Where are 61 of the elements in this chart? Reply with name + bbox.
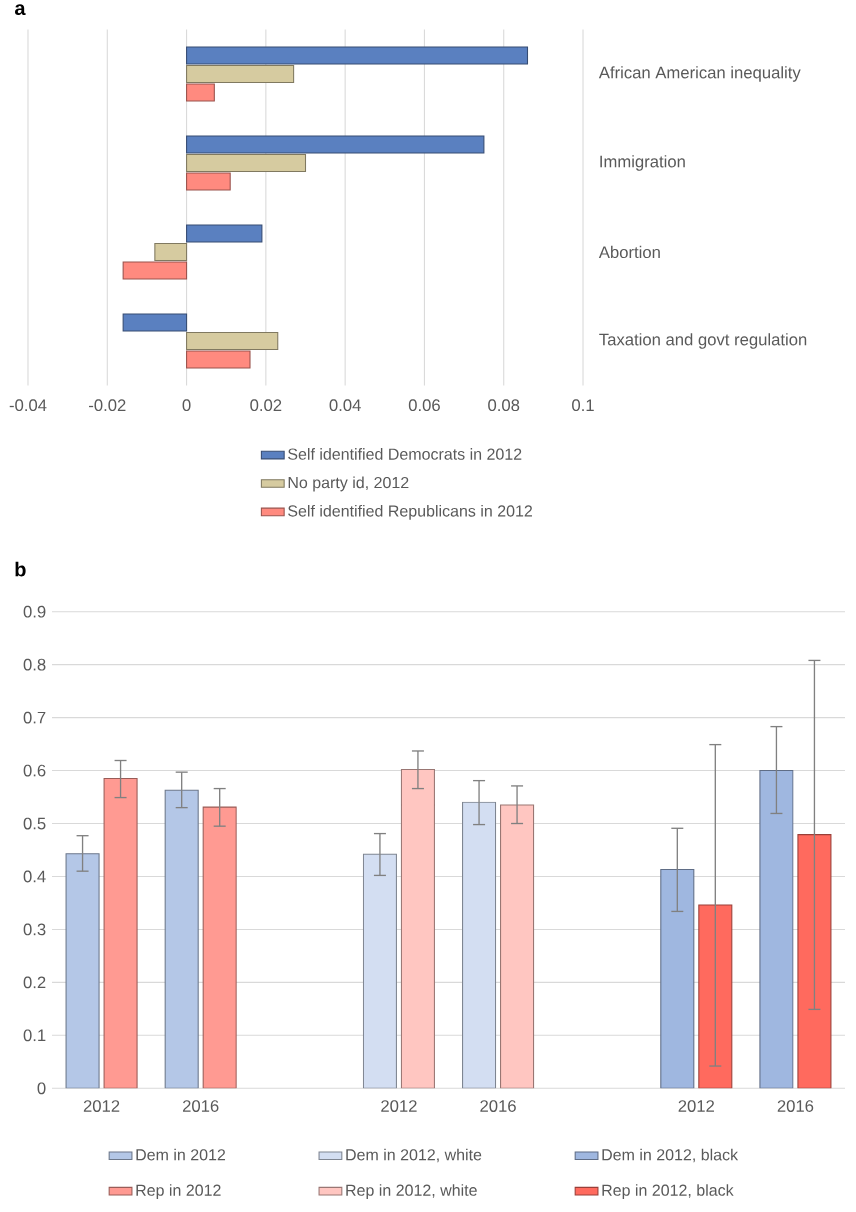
bar	[362, 853, 397, 1089]
y-tick-label: Abortion	[598, 245, 660, 259]
bar	[660, 869, 695, 1089]
y-tick-label: 0.1	[23, 1029, 46, 1042]
x-tick-label: -0.02	[89, 399, 126, 412]
bar	[186, 46, 529, 65]
bar	[164, 789, 199, 1089]
bar	[186, 350, 251, 369]
legend-label: Rep in 2012, black	[602, 1184, 734, 1200]
y-tick-label: 0.9	[23, 605, 46, 618]
bar	[500, 804, 535, 1089]
y-tick-label: 0.6	[23, 764, 46, 777]
x-tick-label: 2016	[182, 1100, 219, 1112]
x-tick-label: 0.04	[329, 399, 361, 412]
x-tick-label: 0.02	[250, 399, 282, 412]
bar	[103, 777, 138, 1089]
chart-title: b	[15, 561, 26, 577]
bar	[122, 261, 188, 280]
x-tick-label: -0.04	[9, 399, 47, 412]
bar	[400, 768, 435, 1089]
bar	[186, 331, 279, 351]
x-tick-label: 2016	[777, 1100, 814, 1112]
y-tick-label: Taxation and govt regulation	[599, 333, 807, 349]
legend-label: Dem in 2012	[136, 1148, 226, 1161]
y-tick-label: African American inequality	[598, 66, 801, 82]
x-tick-label: 0	[182, 399, 191, 412]
bar	[186, 83, 215, 102]
y-tick-label: 0.8	[23, 658, 46, 671]
bar	[186, 224, 263, 243]
bar	[186, 172, 231, 191]
y-tick-label: 0.3	[23, 923, 46, 936]
x-tick-label: 2012	[381, 1100, 417, 1112]
bar	[186, 64, 295, 84]
x-tick-label: 2012	[83, 1100, 120, 1112]
legend-label: Dem in 2012, white	[346, 1148, 482, 1163]
bar	[186, 153, 307, 173]
legend-label: Rep in 2012	[136, 1184, 221, 1200]
bar	[186, 135, 485, 154]
legend-label: No party id, 2012	[288, 476, 409, 492]
bar	[65, 853, 100, 1089]
bar	[154, 242, 188, 262]
bar	[122, 313, 188, 332]
legend-label: Dem in 2012, black	[602, 1148, 739, 1163]
bar	[462, 801, 497, 1089]
y-tick-label: 0	[37, 1082, 46, 1095]
x-tick-label: 0.06	[408, 399, 440, 412]
x-tick-label: 2016	[480, 1100, 516, 1112]
x-tick-label: 2012	[678, 1100, 714, 1112]
legend-label: Self identified Democrats in 2012	[288, 448, 522, 460]
x-tick-label: 0.08	[488, 399, 520, 412]
y-tick-label: 0.5	[23, 817, 46, 830]
y-tick-label: Immigration	[600, 155, 685, 171]
bar	[202, 806, 237, 1089]
legend-label: Self identified Republicans in 2012	[288, 504, 532, 520]
y-tick-label: 0.7	[23, 711, 46, 724]
y-tick-label: 0.4	[23, 870, 46, 883]
x-tick-label: 0.1	[572, 399, 594, 412]
chart-title: a	[14, 4, 26, 16]
legend-label: Rep in 2012, white	[346, 1184, 477, 1200]
y-tick-label: 0.2	[23, 976, 46, 989]
bar	[759, 770, 794, 1089]
